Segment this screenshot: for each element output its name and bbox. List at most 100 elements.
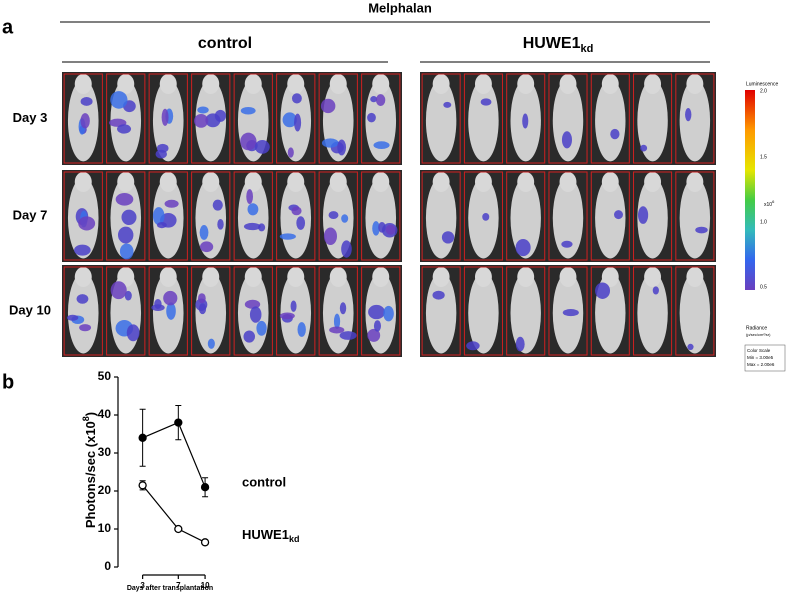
mouse-head <box>117 172 135 192</box>
signal <box>124 290 132 301</box>
mouse-head <box>432 267 450 287</box>
roi-frame <box>106 171 146 261</box>
mouse-head <box>74 267 92 287</box>
mouse-head <box>244 74 262 94</box>
colorbar-title: Luminescence <box>746 81 778 87</box>
signal <box>482 213 490 221</box>
row-label: Day 3 <box>13 110 48 125</box>
signal <box>279 233 296 240</box>
roi-frame <box>421 73 461 164</box>
mouse-head <box>329 267 347 287</box>
signal <box>291 206 302 216</box>
colorbar-tick: 1.0 <box>760 219 767 225</box>
signal <box>368 304 385 320</box>
row-label: Day 7 <box>13 207 48 222</box>
signal <box>194 114 209 128</box>
signal <box>296 216 306 230</box>
roi-frame <box>233 73 273 164</box>
group-label: control <box>198 35 252 52</box>
roi-frame <box>463 171 503 261</box>
scale-box <box>744 344 786 372</box>
colorbar-unit: x106 <box>764 199 775 208</box>
signal <box>74 244 91 256</box>
signal <box>320 98 336 114</box>
roi-frame <box>463 266 503 356</box>
mouse-head <box>686 74 704 94</box>
signal <box>294 113 302 132</box>
roi-frame <box>191 73 231 164</box>
roi-frame <box>276 73 316 164</box>
roi-frame <box>63 73 103 164</box>
mouse-head <box>559 172 577 192</box>
signal <box>66 314 79 321</box>
signal <box>80 113 90 129</box>
roi-frame <box>191 266 231 356</box>
mouse-head <box>517 172 535 192</box>
mouse <box>637 177 668 259</box>
signal <box>432 290 445 300</box>
roi-frame <box>148 266 188 356</box>
signal <box>321 138 339 148</box>
signal <box>333 313 341 330</box>
mouse <box>595 177 626 259</box>
data-point <box>138 481 147 490</box>
roi-frame <box>548 171 588 261</box>
mouse <box>237 177 269 259</box>
roi-frame <box>421 171 461 261</box>
signal <box>214 109 227 122</box>
signal <box>367 328 381 342</box>
signal <box>154 299 162 309</box>
roi-frame <box>548 266 588 356</box>
signal <box>561 131 572 149</box>
signal <box>247 203 259 216</box>
signal <box>687 343 694 351</box>
signal <box>515 336 525 352</box>
signal <box>695 226 708 234</box>
mouse <box>425 79 457 162</box>
mouse <box>679 79 711 162</box>
signal <box>198 303 207 315</box>
signal <box>121 209 137 226</box>
signal <box>199 225 209 240</box>
signal <box>217 218 224 230</box>
mouse-head <box>159 172 177 192</box>
mouse <box>679 177 711 259</box>
signal <box>282 112 297 128</box>
mouse-head <box>517 74 535 94</box>
colorbar-tick: 1.5 <box>760 154 767 160</box>
mouse <box>679 272 711 354</box>
group-label: HUWE1kd <box>523 35 594 55</box>
signal <box>385 224 396 235</box>
signal <box>562 309 579 317</box>
signal <box>240 132 257 151</box>
signal <box>152 207 165 225</box>
roi-frame <box>318 171 358 261</box>
mouse-head <box>202 74 220 94</box>
data-point <box>200 538 210 547</box>
roi-frame <box>148 171 188 261</box>
signal <box>156 143 169 153</box>
roi-frame <box>590 266 630 356</box>
mouse-head <box>372 74 390 94</box>
roi-frame <box>63 266 103 356</box>
mouse <box>637 272 668 354</box>
mouse-head <box>474 267 492 287</box>
mouse-head <box>686 172 704 192</box>
mouse-head <box>559 74 577 94</box>
mouse-head <box>329 74 347 94</box>
signal <box>287 147 294 158</box>
mouse <box>468 79 499 162</box>
mouse-head <box>474 172 492 192</box>
data-point <box>200 483 210 492</box>
x-tick-label: 3 <box>140 581 145 590</box>
mouse-head <box>244 172 262 192</box>
roi-frame <box>463 73 503 164</box>
signal <box>243 222 261 231</box>
signal <box>166 302 176 320</box>
colorbar <box>745 90 755 290</box>
signal <box>297 322 306 337</box>
signal <box>339 331 357 340</box>
signal <box>640 144 648 152</box>
signal <box>595 282 611 299</box>
